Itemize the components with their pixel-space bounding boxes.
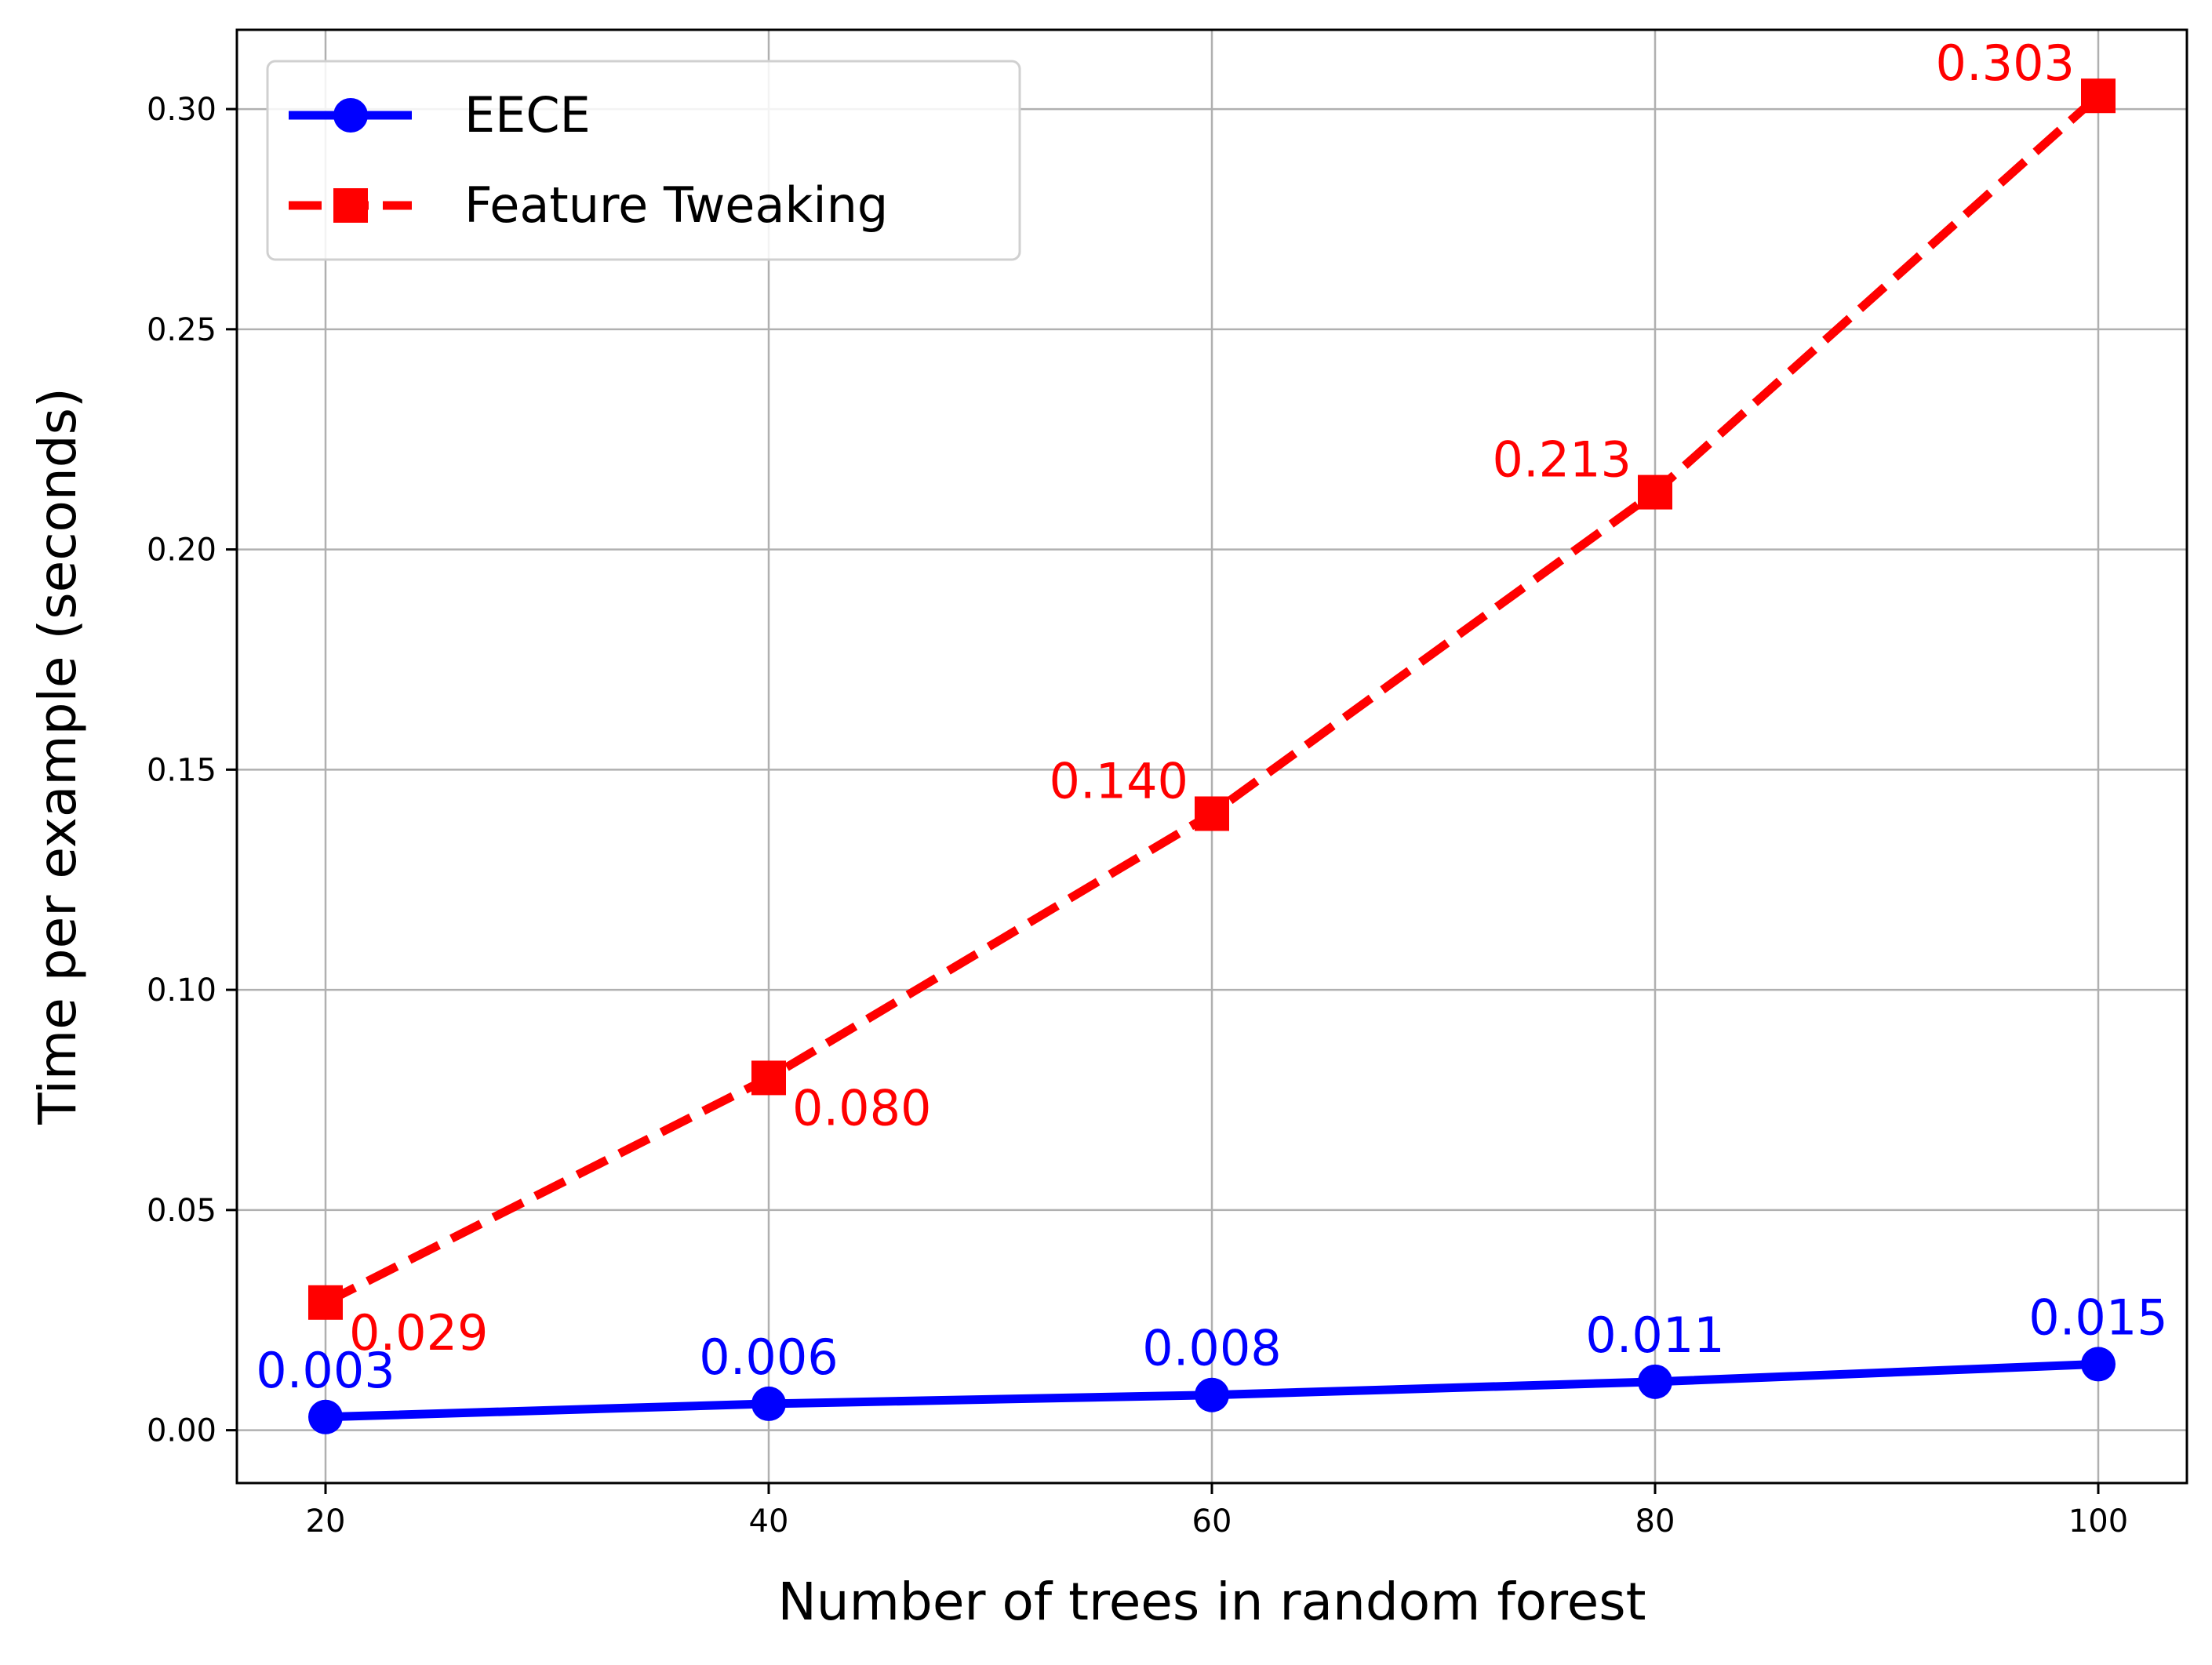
grid-lines [237,30,2187,1483]
legend-swatch-eece-marker [333,98,368,133]
data-point-eece [2081,1347,2116,1382]
legend-item-eece: EECE [289,86,591,144]
legend: EECE Feature Tweaking [266,60,1021,261]
legend-frame [266,60,1021,261]
data-label-feature-tweaking: 0.303 [1936,35,2076,92]
data-label-layer: 0.003 0.006 0.008 0.011 0.015 0.029 0.080 0.140… [256,35,2168,1399]
data-point-feature-tweaking [751,1060,786,1096]
legend-label-feature-tweaking: Feature Tweaking [464,176,888,234]
data-point-eece [308,1399,343,1434]
data-label-feature-tweaking: 0.029 [349,1304,489,1361]
data-label-feature-tweaking: 0.140 [1050,752,1189,809]
y-tick-label: 0.25 [147,312,216,348]
data-label-eece: 0.006 [699,1329,839,1386]
y-tick-label: 0.00 [147,1413,216,1449]
data-point-feature-tweaking [2081,78,2116,114]
data-label-eece: 0.015 [2028,1289,2168,1346]
data-label-eece: 0.011 [1585,1307,1725,1364]
x-tick-label: 20 [306,1503,346,1540]
data-label-feature-tweaking: 0.080 [792,1079,932,1136]
x-tick-label: 80 [1635,1503,1675,1540]
tick-layer: 20 40 60 80 100 0.00 0.05 0.10 0.15 0.20 0.25 0.30 [147,92,2128,1540]
x-axis-title: Number of trees in random forest [777,1572,1646,1632]
x-tick-label: 40 [749,1503,789,1540]
y-tick-label: 0.05 [147,1193,216,1229]
y-axis-title: Time per example (seconds) [27,387,88,1125]
legend-label-eece: EECE [464,86,591,144]
x-tick-label: 100 [2068,1503,2128,1540]
x-tick-label: 60 [1192,1503,1232,1540]
data-point-eece [1638,1364,1672,1399]
data-point-feature-tweaking [1638,474,1672,510]
data-point-eece [1195,1377,1229,1412]
y-tick-label: 0.15 [147,752,216,788]
legend-swatch-feature-tweaking-marker [333,188,368,223]
y-tick-label: 0.20 [147,533,216,569]
data-label-eece: 0.008 [1142,1320,1282,1377]
data-label-feature-tweaking: 0.213 [1493,431,1632,489]
data-label-eece: 0.003 [256,1342,395,1399]
data-point-feature-tweaking [1195,796,1229,831]
y-tick-label: 0.10 [147,972,216,1009]
data-point-eece [751,1386,786,1421]
series-layer [308,78,2116,1434]
legend-item-feature-tweaking: Feature Tweaking [289,176,888,234]
data-point-feature-tweaking [308,1285,343,1320]
y-tick-label: 0.30 [147,92,216,128]
